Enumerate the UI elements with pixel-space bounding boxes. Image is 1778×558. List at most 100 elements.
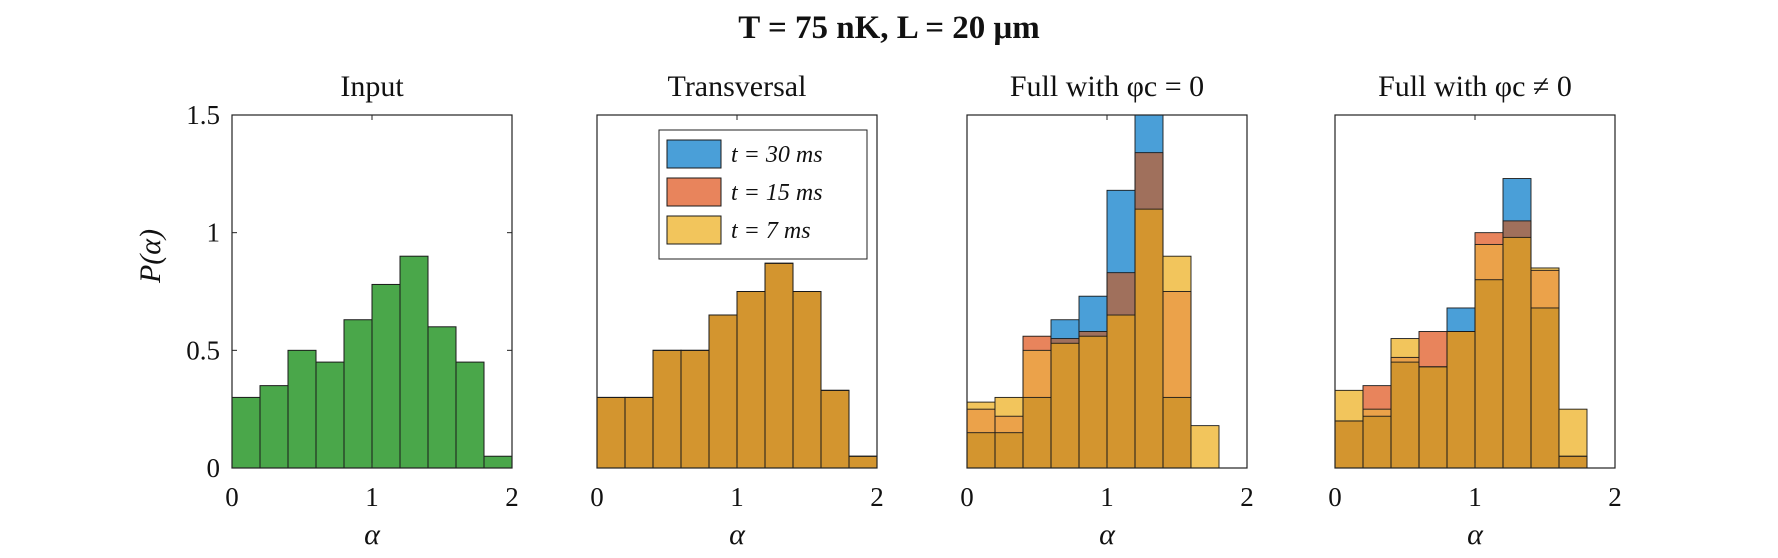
x-tick-label: 1 — [365, 482, 379, 512]
overlap-bar — [653, 350, 681, 468]
x-tick-label: 2 — [1240, 482, 1254, 512]
legend-label-t7: t = 7 ms — [731, 218, 811, 244]
histogram-bar-t15 — [1363, 385, 1391, 410]
overlap-bar — [1107, 315, 1135, 468]
histogram-bar-t7 — [1191, 425, 1219, 468]
histogram-bar-t7-t15 — [1475, 244, 1503, 280]
overlap-bar — [597, 397, 625, 468]
x-tick-label: 1 — [730, 482, 744, 512]
y-tick-label: 1 — [207, 218, 221, 248]
histogram-bar-t15-t7 — [1531, 270, 1559, 308]
histogram-bar — [343, 319, 373, 469]
overlap-bar — [793, 291, 821, 468]
overlap-bar — [1503, 237, 1531, 468]
overlap-bar — [681, 350, 709, 468]
histogram-bar — [259, 385, 289, 469]
histogram-bar-t30 — [1135, 115, 1163, 153]
x-tick-label: 0 — [1328, 482, 1342, 512]
x-tick-label: 2 — [870, 482, 884, 512]
overlap-bar — [1531, 307, 1559, 468]
histogram-bar — [371, 283, 401, 469]
legend-swatch-t30 — [666, 139, 722, 169]
panel-3: 0 1 2 Full with φc = 0 α — [960, 70, 1254, 551]
y-tick-label: 0.5 — [186, 335, 220, 365]
histogram-bar-t15-t7 — [1163, 291, 1191, 398]
overlap-bar — [1023, 397, 1051, 468]
overlap-bar — [737, 291, 765, 468]
histogram-bar-t15 — [1475, 232, 1503, 245]
panel-title: Transversal — [668, 70, 807, 103]
histogram-bar-t15 — [1419, 331, 1447, 367]
histogram-bar-t30 — [1447, 307, 1475, 332]
x-axis-label: α — [729, 518, 746, 551]
histogram-bar-t15-t30 — [1051, 338, 1079, 344]
overlap-bar — [967, 432, 995, 468]
overlap-bar — [821, 390, 849, 468]
overlap-bar — [765, 263, 793, 468]
histogram-bar-t15 — [1023, 336, 1051, 351]
histogram-bar-t30 — [1107, 190, 1135, 273]
x-tick-label: 2 — [505, 482, 519, 512]
histogram-bar-t15-t30 — [1503, 220, 1531, 238]
y-tick-label: 0 — [207, 453, 221, 483]
histogram-bar-t15-t7 — [967, 409, 995, 433]
overlap-bar — [1079, 336, 1107, 468]
panel-title: Full with φc = 0 — [1010, 70, 1204, 103]
histogram-bar — [483, 455, 513, 469]
histogram-bar-t15-t7 — [995, 416, 1023, 433]
overlap-bar — [709, 315, 737, 468]
figure-title: T = 75 nK, L = 20 μm — [738, 10, 1039, 46]
overlap-bar — [1135, 209, 1163, 468]
histogram-bar — [455, 361, 485, 469]
histogram-bar-t15-t30 — [1107, 272, 1135, 316]
histogram-bar-t15-t7 — [1391, 357, 1419, 363]
histogram-bar-t30 — [1051, 319, 1079, 339]
histogram-bar-t15-t30 — [1135, 152, 1163, 210]
overlap-bar — [1419, 366, 1447, 468]
overlap-bar — [1559, 456, 1587, 468]
histogram-bar-t7 — [1559, 409, 1587, 457]
overlap-bar — [1447, 331, 1475, 468]
overlap-bar — [995, 432, 1023, 468]
x-tick-label: 0 — [225, 482, 239, 512]
histogram-bar-t7 — [1335, 390, 1363, 421]
histogram-bar-t30 — [1503, 178, 1531, 221]
histogram-bar — [399, 255, 429, 469]
overlap-bar — [625, 397, 653, 468]
histogram-bar-t7 — [995, 397, 1023, 417]
x-tick-label: 1 — [1468, 482, 1482, 512]
y-tick-label: 1.5 — [186, 100, 220, 130]
x-axis-label: α — [1467, 518, 1484, 551]
histogram-bar-t7 — [1163, 256, 1191, 292]
legend: t = 30 ms t = 15 ms t = 7 ms — [658, 129, 868, 260]
overlap-bar — [1475, 279, 1503, 468]
overlap-bar — [1051, 343, 1079, 468]
x-tick-label: 2 — [1608, 482, 1622, 512]
histogram-bar — [287, 349, 317, 469]
histogram-bar-t30 — [1079, 296, 1107, 332]
histogram-bar-t7-t15 — [1363, 409, 1391, 417]
x-axis-label: α — [1099, 518, 1116, 551]
legend-swatch-t15 — [666, 177, 722, 207]
legend-swatch-t7 — [666, 215, 722, 245]
x-axis-label: α — [364, 518, 381, 551]
histogram-bar — [315, 361, 345, 469]
x-tick-label: 0 — [960, 482, 974, 512]
histogram-bar — [231, 396, 261, 469]
panel-1: 0 1 2 0 0.5 1 1.5 Input α — [186, 70, 519, 551]
overlap-bar — [1163, 397, 1191, 468]
y-axis-label: P(α) — [134, 229, 167, 284]
histogram-bar-t7 — [967, 402, 995, 410]
legend-label-t15: t = 15 ms — [731, 180, 823, 206]
x-tick-label: 0 — [590, 482, 604, 512]
overlap-bar — [849, 456, 877, 468]
x-tick-label: 1 — [1100, 482, 1114, 512]
overlap-bar — [1335, 420, 1363, 468]
histogram-bar-t7 — [1531, 267, 1559, 271]
histogram-bar-t7-t15 — [1023, 350, 1051, 398]
panel-4: 0 1 2 Full with φc ≠ 0 α — [1328, 70, 1622, 551]
overlap-bar — [1363, 416, 1391, 468]
panel-2: 0 1 2 Transversal α t = 30 ms t = 15 ms t = 7 m… — [590, 70, 884, 551]
panel-title: Full with φc ≠ 0 — [1378, 70, 1572, 103]
